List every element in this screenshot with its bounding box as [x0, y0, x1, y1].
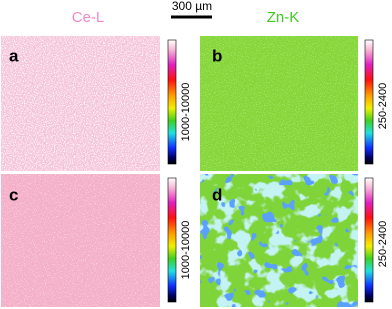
map-texture [200, 174, 358, 307]
map-texture [200, 36, 358, 171]
column-title: Ce-L [72, 9, 105, 26]
colorbar [364, 39, 374, 165]
colorbar-range: 250-2400 [377, 83, 389, 130]
colorbar [167, 39, 177, 165]
panel-label: b [212, 46, 222, 65]
panel: c 1000-10000 [1, 174, 192, 307]
panel-label: d [212, 185, 222, 204]
column-title: Zn-K [267, 9, 300, 26]
scale-bar-label: 300 µm [172, 0, 212, 13]
panel-label: a [9, 46, 19, 65]
colorbar [364, 177, 374, 303]
colorbar-range: 250-2400 [377, 221, 389, 268]
panel: d 250-2400 [200, 174, 389, 307]
colorbar [167, 177, 177, 303]
colorbar-range: 1000-10000 [180, 221, 192, 280]
panel: b 250-2400 [200, 36, 389, 171]
map-texture [1, 174, 160, 307]
panel: a 1000-10000 [1, 36, 192, 171]
map-texture [1, 36, 160, 171]
panel-label: c [9, 185, 18, 204]
colorbar-range: 1000-10000 [180, 83, 192, 142]
